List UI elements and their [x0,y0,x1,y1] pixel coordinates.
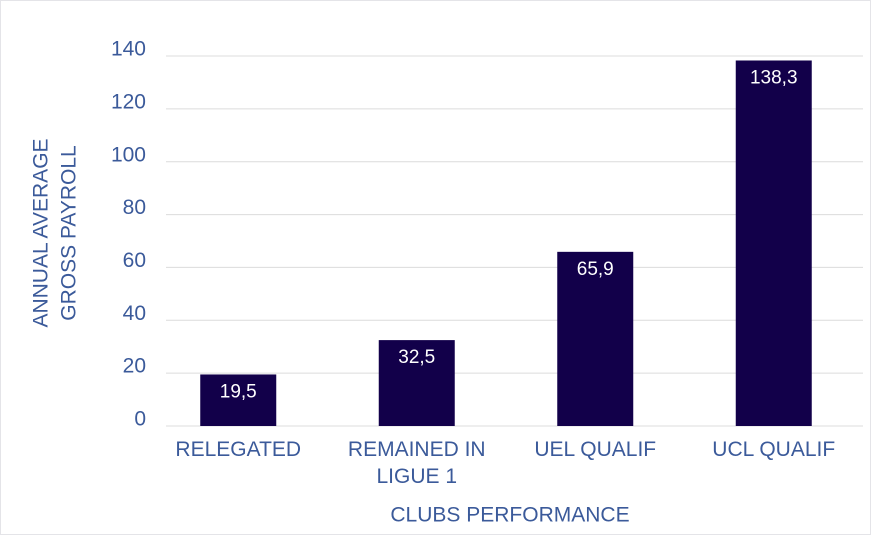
bar [557,251,634,426]
y-axis-title: ANNUAL AVERAGE [30,138,53,327]
y-tick-label: 40 [123,302,146,325]
x-tick-label: UCL QUALIF [712,438,836,461]
bar [378,340,455,426]
y-tick-label: 60 [123,249,146,272]
value-label: 65,9 [577,259,614,280]
value-label: 32,5 [398,347,435,368]
x-tick-label: REMAINED IN LIGUE 1 [347,438,486,488]
bar [200,374,277,426]
y-tick-label: 80 [123,196,146,219]
value-label: 19,5 [220,381,257,402]
y-tick-label: 20 [123,355,146,378]
bar [735,60,812,426]
y-tick-label: 100 [111,143,146,166]
x-tick-label: UEL QUALIF [534,438,657,461]
y-axis-title: GROSS PAYROLL [58,145,81,320]
value-label: 138,3 [750,68,798,89]
y-tick-label: 120 [111,90,146,113]
x-tick-label: RELEGATED [175,438,302,461]
y-tick-label: 140 [111,38,146,61]
y-tick-label: 0 [134,408,146,431]
x-axis-title: CLUBS PERFORMANCE [390,504,629,527]
